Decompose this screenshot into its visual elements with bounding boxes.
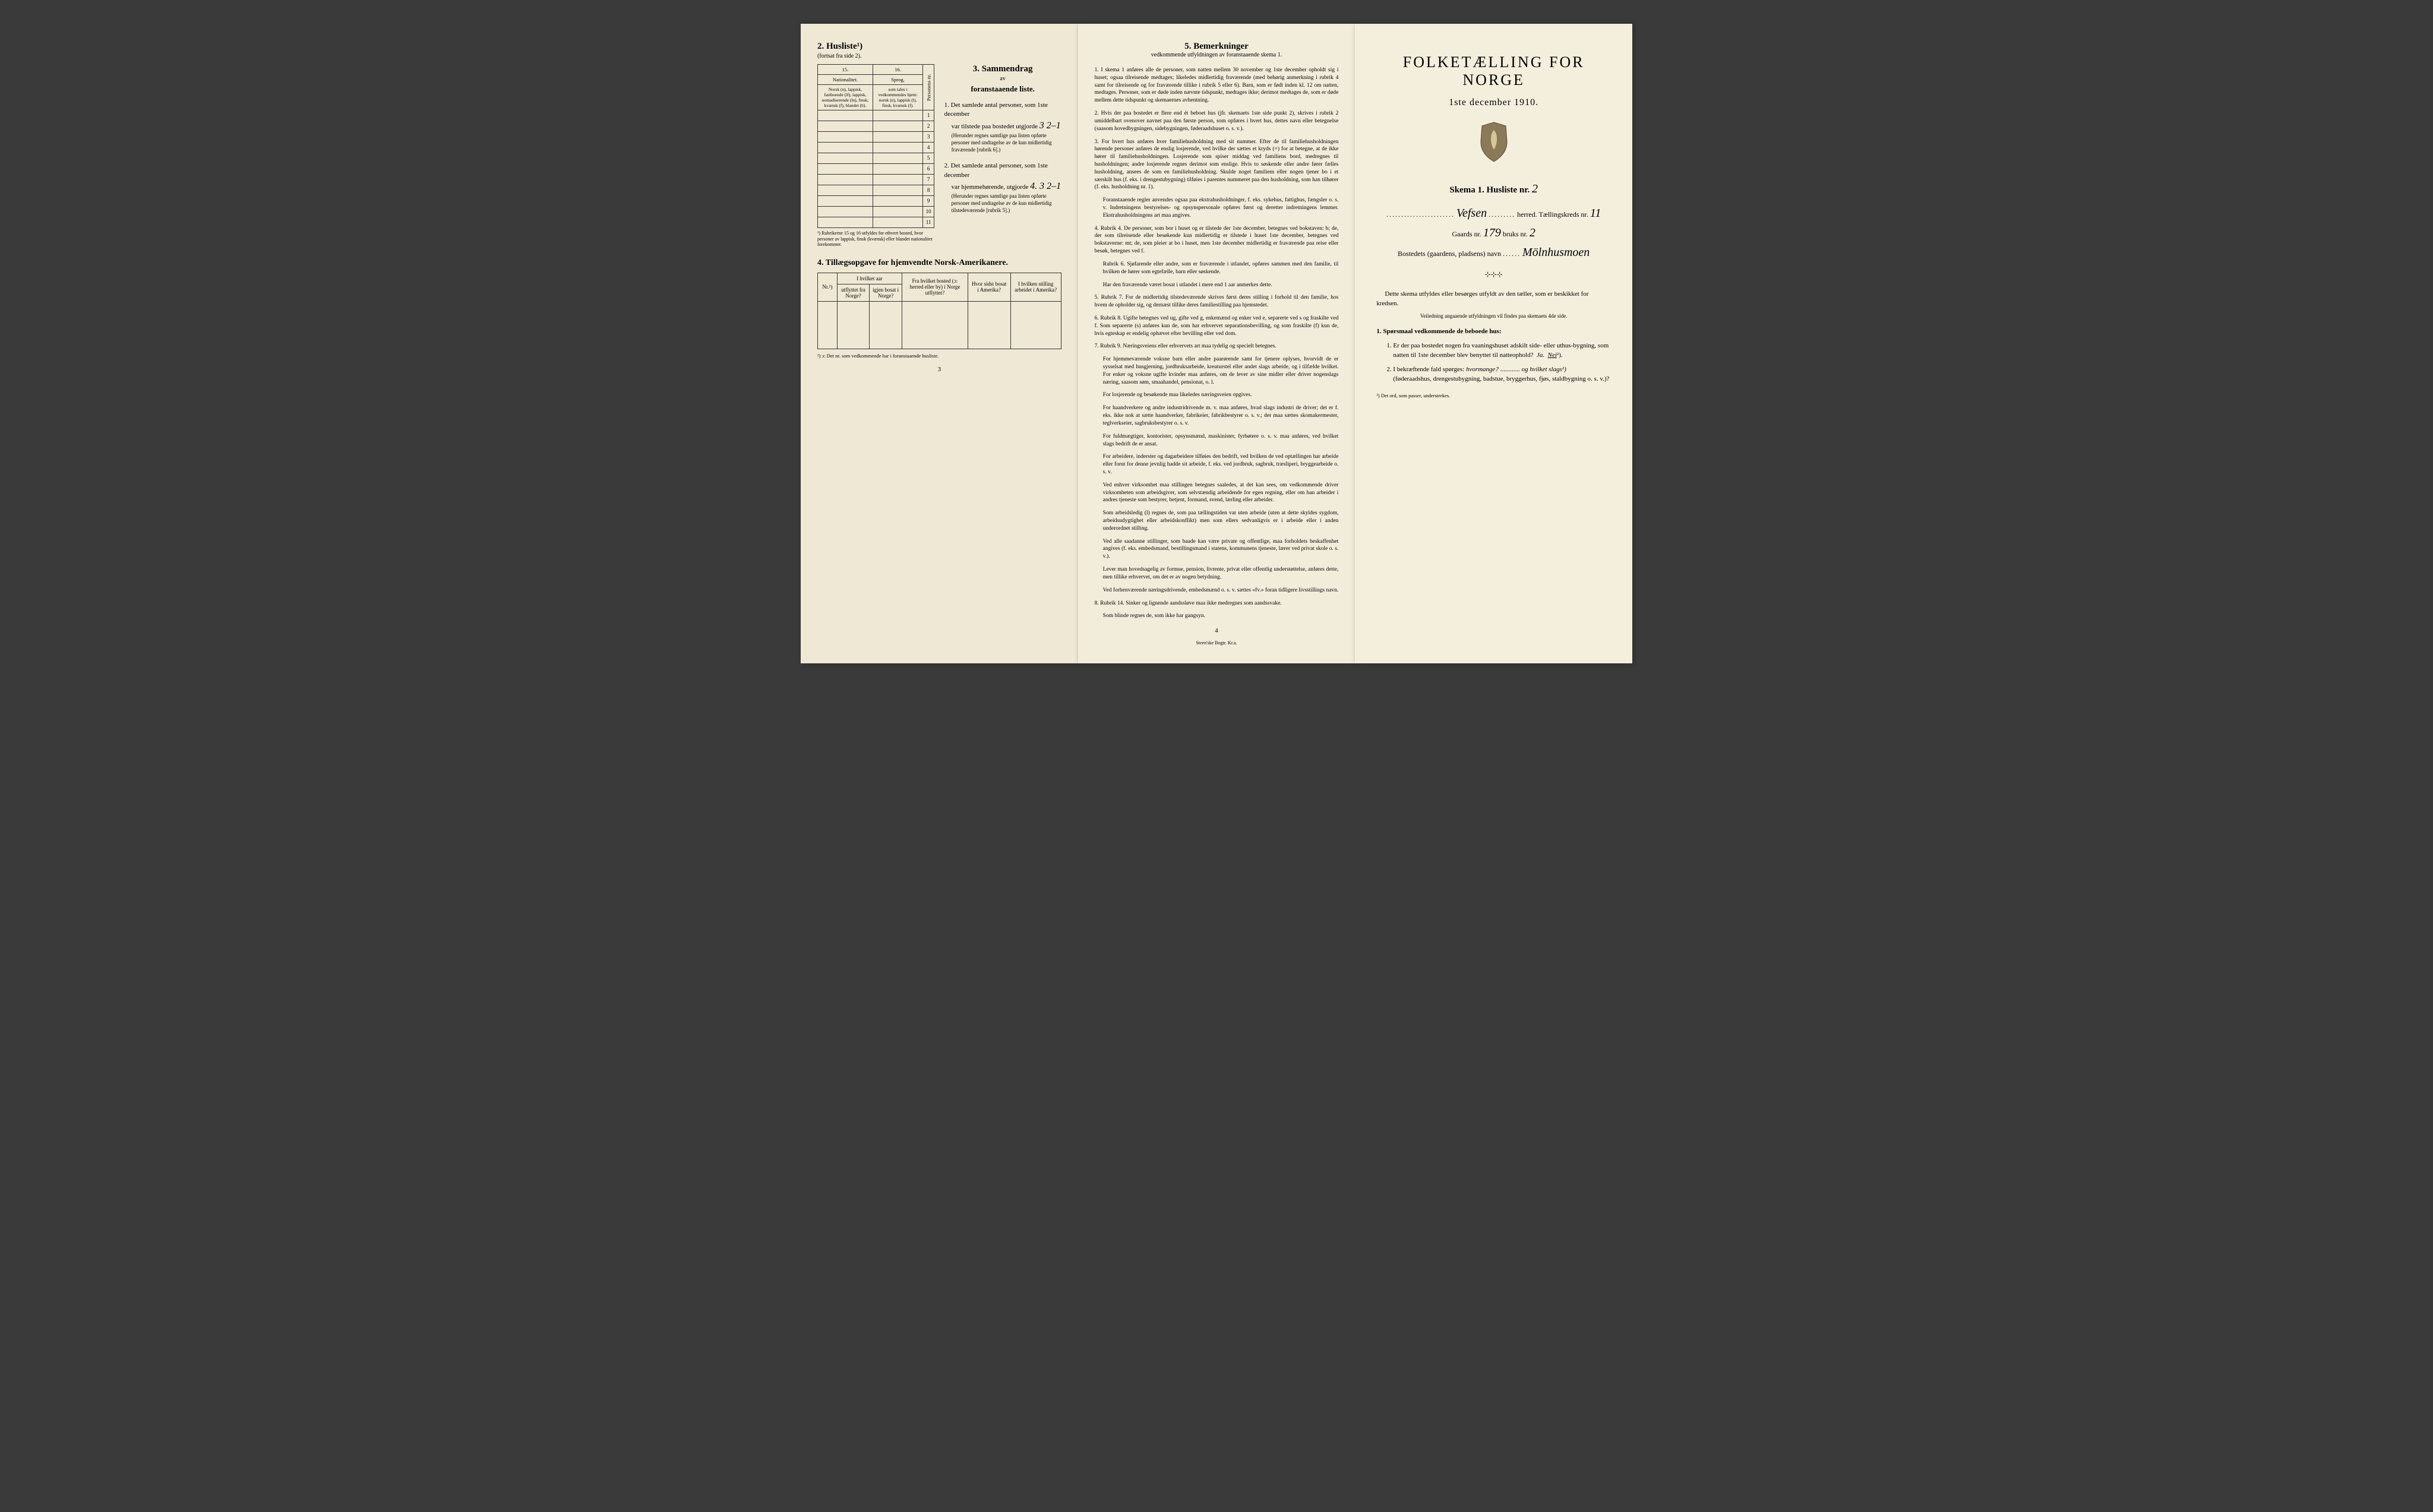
skema-line: Skema 1. Husliste nr. 2	[1372, 182, 1616, 196]
col-person-nr: Personens nr.	[923, 65, 934, 110]
list-item: For haandverkere og andre industridriven…	[1103, 404, 1339, 427]
list-item: 8. Rubrik 14. Sinker og lignende aandssl…	[1095, 600, 1339, 608]
page-middle: 5. Bemerkninger vedkommende utfyldningen…	[1078, 24, 1355, 663]
herred-line: ....................... Vefsen .........…	[1372, 207, 1616, 220]
instr-small: Veiledning angaaende utfyldningen vil fi…	[1376, 312, 1611, 320]
list-item: Ved alle saadanne stillinger, som baade …	[1103, 538, 1339, 561]
list-item: For fuldmægtiger, kontorister, opsynsmæn…	[1103, 433, 1339, 448]
col-16: 16.	[873, 65, 922, 75]
list-item: Ved forhenværende næringsdrivende, embed…	[1103, 587, 1339, 594]
handwritten-husliste-nr: 2	[1532, 182, 1538, 195]
sub-sprog: som tales i vedkommendes hjem: norsk (n)…	[873, 85, 922, 110]
sec3-item2: 2. Det samlede antal personer, som 1ste …	[944, 162, 1061, 214]
printer-mark: Steen'ske Bogtr. Kr.a.	[1095, 640, 1339, 646]
table-amerikanere: Nr.²) I hvilket aar Fra hvilket bosted (…	[817, 273, 1061, 349]
list-item: Som arbeidsledig (l) regnes de, som paa …	[1103, 510, 1339, 532]
sec3-item1: 1. Det samlede antal personer, som 1ste …	[944, 101, 1061, 153]
ornament-divider-icon: ⊹⊹⊹	[1372, 270, 1616, 279]
page-right: FOLKETÆLLING FOR NORGE 1ste december 191…	[1355, 24, 1632, 663]
list-item: Ved enhver virksomhet maa stillingen bet…	[1103, 482, 1339, 504]
list-item: Lever man hovedsagelig av formue, pensio…	[1103, 566, 1339, 581]
sec2-heading: 2. Husliste¹)	[817, 42, 1061, 52]
list-item: For losjerende og besøkende maa likelede…	[1103, 391, 1339, 399]
bosted-line: Bostedets (gaardens, pladsens) navn ....…	[1372, 246, 1616, 260]
col-15: 15.	[818, 65, 873, 75]
list-item: For hjemmeværende voksne barn eller andr…	[1103, 356, 1339, 386]
sec4-heading: 4. Tillægsopgave for hjemvendte Norsk-Am…	[817, 258, 1061, 268]
handwritten-bosted: Mölnhusmoen	[1522, 246, 1590, 259]
hdr-sprog: Sprog,	[873, 75, 922, 85]
handwritten-count-1: 3 2–1	[1039, 121, 1061, 131]
bemerkninger-list: 1. I skema 1 anføres alle de personer, s…	[1095, 67, 1339, 620]
table-husliste: 15. 16. Personens nr. Nationalitet. Spro…	[817, 64, 934, 228]
handwritten-kreds-nr: 11	[1590, 207, 1601, 220]
sec3-sub: av	[944, 75, 1061, 82]
coat-of-arms-icon	[1476, 121, 1512, 163]
list-item: 7. Rubrik 9. Næringsveiens eller erhverv…	[1095, 343, 1339, 350]
question-1: Er der paa bostedet nogen fra vaaningshu…	[1393, 341, 1611, 360]
sec5-heading: 5. Bemerkninger	[1095, 42, 1339, 52]
section-3: 3. Sammendrag av foranstaaende liste. 1.…	[944, 64, 1061, 222]
table-row	[818, 301, 1061, 349]
list-item: 5. Rubrik 7. For de midlertidig tilstede…	[1095, 294, 1339, 309]
list-item: 1. I skema 1 anføres alle de personer, s…	[1095, 67, 1339, 105]
handwritten-count-2: 4. 3 2–1	[1030, 181, 1061, 191]
sec2-sub: (fortsat fra side 2).	[817, 53, 1061, 59]
section-2: 2. Husliste¹) (fortsat fra side 2). 15. …	[817, 42, 1061, 248]
right-footnote: ²) Det ord, som passer, understrekes.	[1376, 393, 1611, 398]
list-item: Rubrik 6. Sjøfarende eller andre, som er…	[1103, 261, 1339, 276]
list-item: 2. Hvis der paa bostedet er flere end ét…	[1095, 110, 1339, 132]
instructions: Dette skema utfyldes eller besørges utfy…	[1376, 290, 1611, 384]
sec5-sub: vedkommende utfyldningen av foranstaaend…	[1095, 52, 1339, 58]
question-2: I bekræftende fald spørges: hvormange? .…	[1393, 365, 1611, 384]
list-item: Som blinde regnes de, som ikke har gangs…	[1103, 612, 1339, 620]
list-item: 6. Rubrik 8. Ugifte betegnes ved ug, gif…	[1095, 315, 1339, 337]
page-left: 2. Husliste¹) (fortsat fra side 2). 15. …	[801, 24, 1078, 663]
section-5: 5. Bemerkninger vedkommende utfyldningen…	[1095, 42, 1339, 646]
gaard-line: Gaards nr. 179 bruks nr. 2	[1372, 226, 1616, 240]
list-item: 3. For hvert hus anføres hver familiehus…	[1095, 138, 1339, 192]
sec2-footnote: ¹) Rubrikerne 15 og 16 utfyldes for ethv…	[817, 230, 934, 248]
document-spread: 2. Husliste¹) (fortsat fra side 2). 15. …	[801, 24, 1632, 663]
page-number-4: 4	[1095, 627, 1339, 634]
hdr-nationalitet: Nationalitet.	[818, 75, 873, 85]
table-husliste-body: 1 2 3 4 5 6 7 8 9 10 11	[818, 110, 934, 228]
list-item: For arbeidere, inderster og dagarbeidere…	[1103, 453, 1339, 476]
instr-lead: Dette skema utfyldes eller besørges utfy…	[1376, 290, 1611, 309]
question-heading: 1. Spørsmaal vedkommende de beboede hus:	[1376, 327, 1611, 337]
handwritten-bruk-nr: 2	[1530, 226, 1535, 239]
handwritten-gaard-nr: 179	[1483, 226, 1501, 239]
list-item: Har den fraværende været bosat i utlande…	[1103, 281, 1339, 289]
page-number-3: 3	[817, 366, 1061, 373]
answer-nei-underlined: Nei	[1548, 352, 1557, 359]
sub-nationalitet: Norsk (n), lappisk, fastboende (lf), lap…	[818, 85, 873, 110]
handwritten-herred: Vefsen	[1456, 207, 1487, 220]
list-item: Foranstaaende regler anvendes ogsaa paa …	[1103, 197, 1339, 219]
list-item: 4. Rubrik 4. De personer, som bor i huse…	[1095, 225, 1339, 255]
census-title: FOLKETÆLLING FOR NORGE	[1372, 53, 1616, 89]
sec3-title: foranstaaende liste.	[944, 84, 1061, 94]
sec4-footnote: ²) ɔ: Det nr. som vedkommende har i fora…	[817, 353, 1061, 359]
census-date: 1ste december 1910.	[1372, 97, 1616, 108]
sec3-heading: 3. Sammendrag	[944, 64, 1061, 74]
section-4: 4. Tillægsopgave for hjemvendte Norsk-Am…	[817, 248, 1061, 373]
